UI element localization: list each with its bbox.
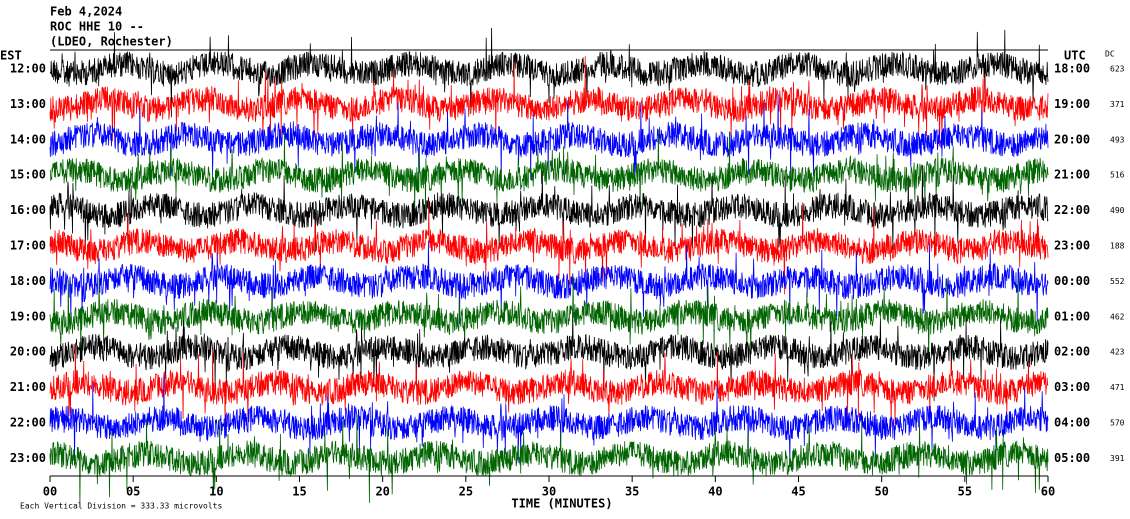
utc-label: 19:00 — [1054, 97, 1090, 111]
trace — [49, 374, 1049, 464]
trace — [49, 240, 1049, 325]
est-label: 17:00 — [10, 239, 46, 253]
trace — [49, 310, 1049, 402]
dc-value: 391 — [1110, 454, 1125, 463]
x-tick-label: 20 — [375, 485, 389, 499]
x-tick-label: 40 — [708, 485, 722, 499]
trace — [49, 129, 1049, 218]
est-label: 13:00 — [10, 97, 46, 111]
est-label: 19:00 — [10, 309, 46, 323]
dc-value: 516 — [1110, 171, 1125, 180]
footer: Each Vertical Division = 333.33 microvol… — [20, 502, 222, 511]
trace — [49, 414, 1049, 507]
x-tick-label: 15 — [292, 485, 306, 499]
dc-value: 371 — [1110, 100, 1125, 109]
est-label: 12:00 — [10, 62, 46, 76]
title-line: (LDEO, Rochester) — [50, 35, 173, 49]
utc-label: 01:00 — [1054, 309, 1090, 323]
utc-label: 20:00 — [1054, 132, 1090, 146]
x-tick-label: 05 — [126, 485, 140, 499]
utc-label: 00:00 — [1054, 274, 1090, 288]
x-tick-label: 35 — [625, 485, 639, 499]
utc-label: 18:00 — [1054, 62, 1090, 76]
est-label: 14:00 — [10, 132, 46, 146]
utc-label: 21:00 — [1054, 168, 1090, 182]
right-axis-label: UTC — [1064, 49, 1086, 63]
trace — [49, 275, 1049, 367]
x-tick-label: 50 — [874, 485, 888, 499]
x-tick-label: 25 — [459, 485, 473, 499]
est-label: 18:00 — [10, 274, 46, 288]
x-tick-label: 10 — [209, 485, 223, 499]
dc-value: 570 — [1110, 419, 1125, 428]
utc-label: 23:00 — [1054, 239, 1090, 253]
left-axis-label: EST — [0, 49, 22, 63]
trace — [49, 56, 1049, 147]
utc-label: 02:00 — [1054, 345, 1090, 359]
utc-label: 22:00 — [1054, 203, 1090, 217]
dc-value: 423 — [1110, 348, 1125, 357]
trace — [49, 94, 1049, 186]
trace — [49, 27, 1049, 118]
dc-value: 493 — [1110, 135, 1125, 144]
x-tick-label: 00 — [43, 485, 57, 499]
dc-label: DC — [1105, 50, 1115, 59]
dc-value: 552 — [1110, 277, 1125, 286]
est-label: 20:00 — [10, 345, 46, 359]
x-tick-label: 60 — [1041, 485, 1055, 499]
dc-value: 188 — [1110, 242, 1125, 251]
trace — [49, 343, 1049, 436]
utc-label: 03:00 — [1054, 380, 1090, 394]
x-axis-label: TIME (MINUTES) — [511, 497, 612, 511]
utc-label: 05:00 — [1054, 451, 1090, 465]
est-label: 21:00 — [10, 380, 46, 394]
traces — [49, 27, 1049, 507]
x-tick-label: 30 — [542, 485, 556, 499]
est-label: 16:00 — [10, 203, 46, 217]
dc-value: 471 — [1110, 383, 1125, 392]
title-line: Feb 4,2024 — [50, 5, 122, 19]
title-line: ROC HHE 10 -- — [50, 20, 144, 34]
est-label: 15:00 — [10, 168, 46, 182]
dc-value: 623 — [1110, 65, 1125, 74]
est-label: 23:00 — [10, 451, 46, 465]
x-tick-label: 45 — [791, 485, 805, 499]
dc-value: 490 — [1110, 206, 1125, 215]
trace — [49, 164, 1049, 253]
est-label: 22:00 — [10, 416, 46, 430]
utc-label: 04:00 — [1054, 416, 1090, 430]
x-tick-label: 55 — [958, 485, 972, 499]
dc-value: 462 — [1110, 312, 1125, 321]
trace — [49, 200, 1049, 295]
